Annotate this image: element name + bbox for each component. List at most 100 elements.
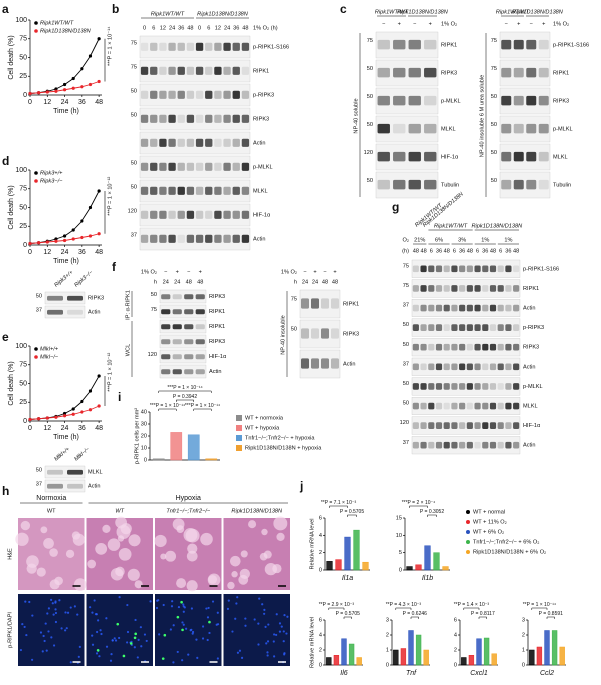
- if-nucleus: [126, 630, 130, 634]
- y-tick-label: 10: [396, 533, 402, 539]
- band: [186, 90, 195, 99]
- marker-label: 75: [151, 307, 157, 313]
- column-label: 48: [467, 248, 473, 254]
- blot-strip: [139, 227, 251, 251]
- column-label: Ripk1D138N/D138N: [197, 11, 249, 17]
- panel-letter: f: [112, 260, 117, 274]
- band: [482, 304, 489, 312]
- column-label: −: [323, 269, 326, 275]
- y-tick-label: 25: [19, 73, 27, 80]
- band: [412, 324, 419, 331]
- band: [489, 402, 497, 410]
- band: [184, 339, 194, 345]
- band: [451, 441, 458, 449]
- band: [321, 328, 329, 339]
- if-nucleus: [278, 630, 282, 633]
- blot-strip: [139, 131, 251, 155]
- band: [47, 309, 63, 315]
- if-nucleus: [91, 611, 94, 614]
- band: [497, 363, 504, 371]
- column-label: +: [199, 269, 202, 275]
- legend-label: Tnfr1−/−;Tnfr2−/− + 6% O₂: [473, 539, 539, 545]
- band: [184, 309, 194, 315]
- marker-label: 50: [367, 94, 373, 100]
- point: [45, 416, 49, 420]
- band: [443, 441, 450, 449]
- band: [140, 138, 149, 147]
- column-label: 6: [207, 25, 210, 31]
- row-label: RIPK1: [343, 301, 359, 307]
- y-tick-label: 2: [319, 550, 322, 556]
- if-nucleus: [54, 611, 58, 615]
- band: [443, 422, 450, 429]
- band: [241, 186, 250, 195]
- if-nucleus: [283, 614, 286, 617]
- band: [205, 234, 213, 243]
- row-label: RIPK3: [523, 345, 539, 351]
- band: [459, 304, 466, 312]
- row-label: RIPK3: [209, 294, 225, 300]
- he-texture: [115, 566, 125, 577]
- band: [466, 383, 473, 390]
- if-nucleus: [191, 632, 194, 635]
- if-nucleus: [65, 627, 68, 630]
- if-nucleus: [266, 640, 270, 643]
- if-positive: [116, 622, 120, 626]
- if-positive: [133, 636, 137, 640]
- band: [195, 42, 204, 51]
- y-tick-label: 25: [19, 223, 27, 230]
- bar: [491, 653, 497, 666]
- if-positive: [176, 615, 180, 619]
- if-nucleus: [66, 611, 70, 614]
- marker-label: 37: [403, 440, 409, 446]
- point: [71, 228, 75, 232]
- band: [435, 324, 443, 331]
- x-tick-label: 12: [43, 99, 51, 106]
- row-label: p-RIPK1-S166: [553, 42, 589, 48]
- band: [420, 324, 427, 331]
- marker-label: 50: [403, 342, 409, 348]
- band: [241, 210, 250, 219]
- band: [513, 95, 524, 106]
- marker-label: 120: [400, 420, 409, 426]
- row-label: p-RIPK1-S166: [253, 44, 289, 50]
- band: [205, 210, 213, 219]
- point: [45, 90, 49, 94]
- band: [435, 441, 443, 449]
- band: [377, 123, 390, 134]
- blot-strip: [139, 179, 251, 203]
- bar: [356, 657, 362, 666]
- blot-strip: [411, 299, 521, 317]
- y-tick-label: 0: [23, 418, 27, 425]
- bar: [348, 643, 355, 666]
- if-nucleus: [240, 656, 244, 659]
- band: [505, 422, 512, 429]
- band: [186, 66, 195, 75]
- band: [513, 123, 524, 134]
- column-label: +: [542, 21, 545, 27]
- column-label: Ripk1D138N/D138N: [472, 223, 524, 229]
- band: [195, 138, 204, 147]
- band: [150, 90, 158, 99]
- if-nucleus: [253, 618, 256, 621]
- bracket: [463, 607, 480, 610]
- band: [214, 66, 222, 75]
- column-label: Ripk1D138N/D138N: [397, 9, 449, 15]
- band: [321, 298, 329, 309]
- if-nucleus: [257, 622, 260, 625]
- band: [420, 441, 427, 449]
- if-nucleus: [208, 631, 211, 635]
- band: [159, 162, 167, 171]
- legend-marker: [466, 510, 470, 514]
- band: [474, 304, 481, 312]
- band: [214, 114, 222, 123]
- panel-letter: b: [112, 2, 119, 16]
- row-label: Actin: [209, 369, 221, 375]
- band: [443, 265, 450, 273]
- band: [140, 210, 149, 219]
- y-tick-label: 3: [386, 617, 389, 623]
- band: [232, 90, 240, 99]
- band: [443, 285, 450, 292]
- row-label: HIF-1α: [209, 354, 227, 360]
- band: [428, 441, 435, 449]
